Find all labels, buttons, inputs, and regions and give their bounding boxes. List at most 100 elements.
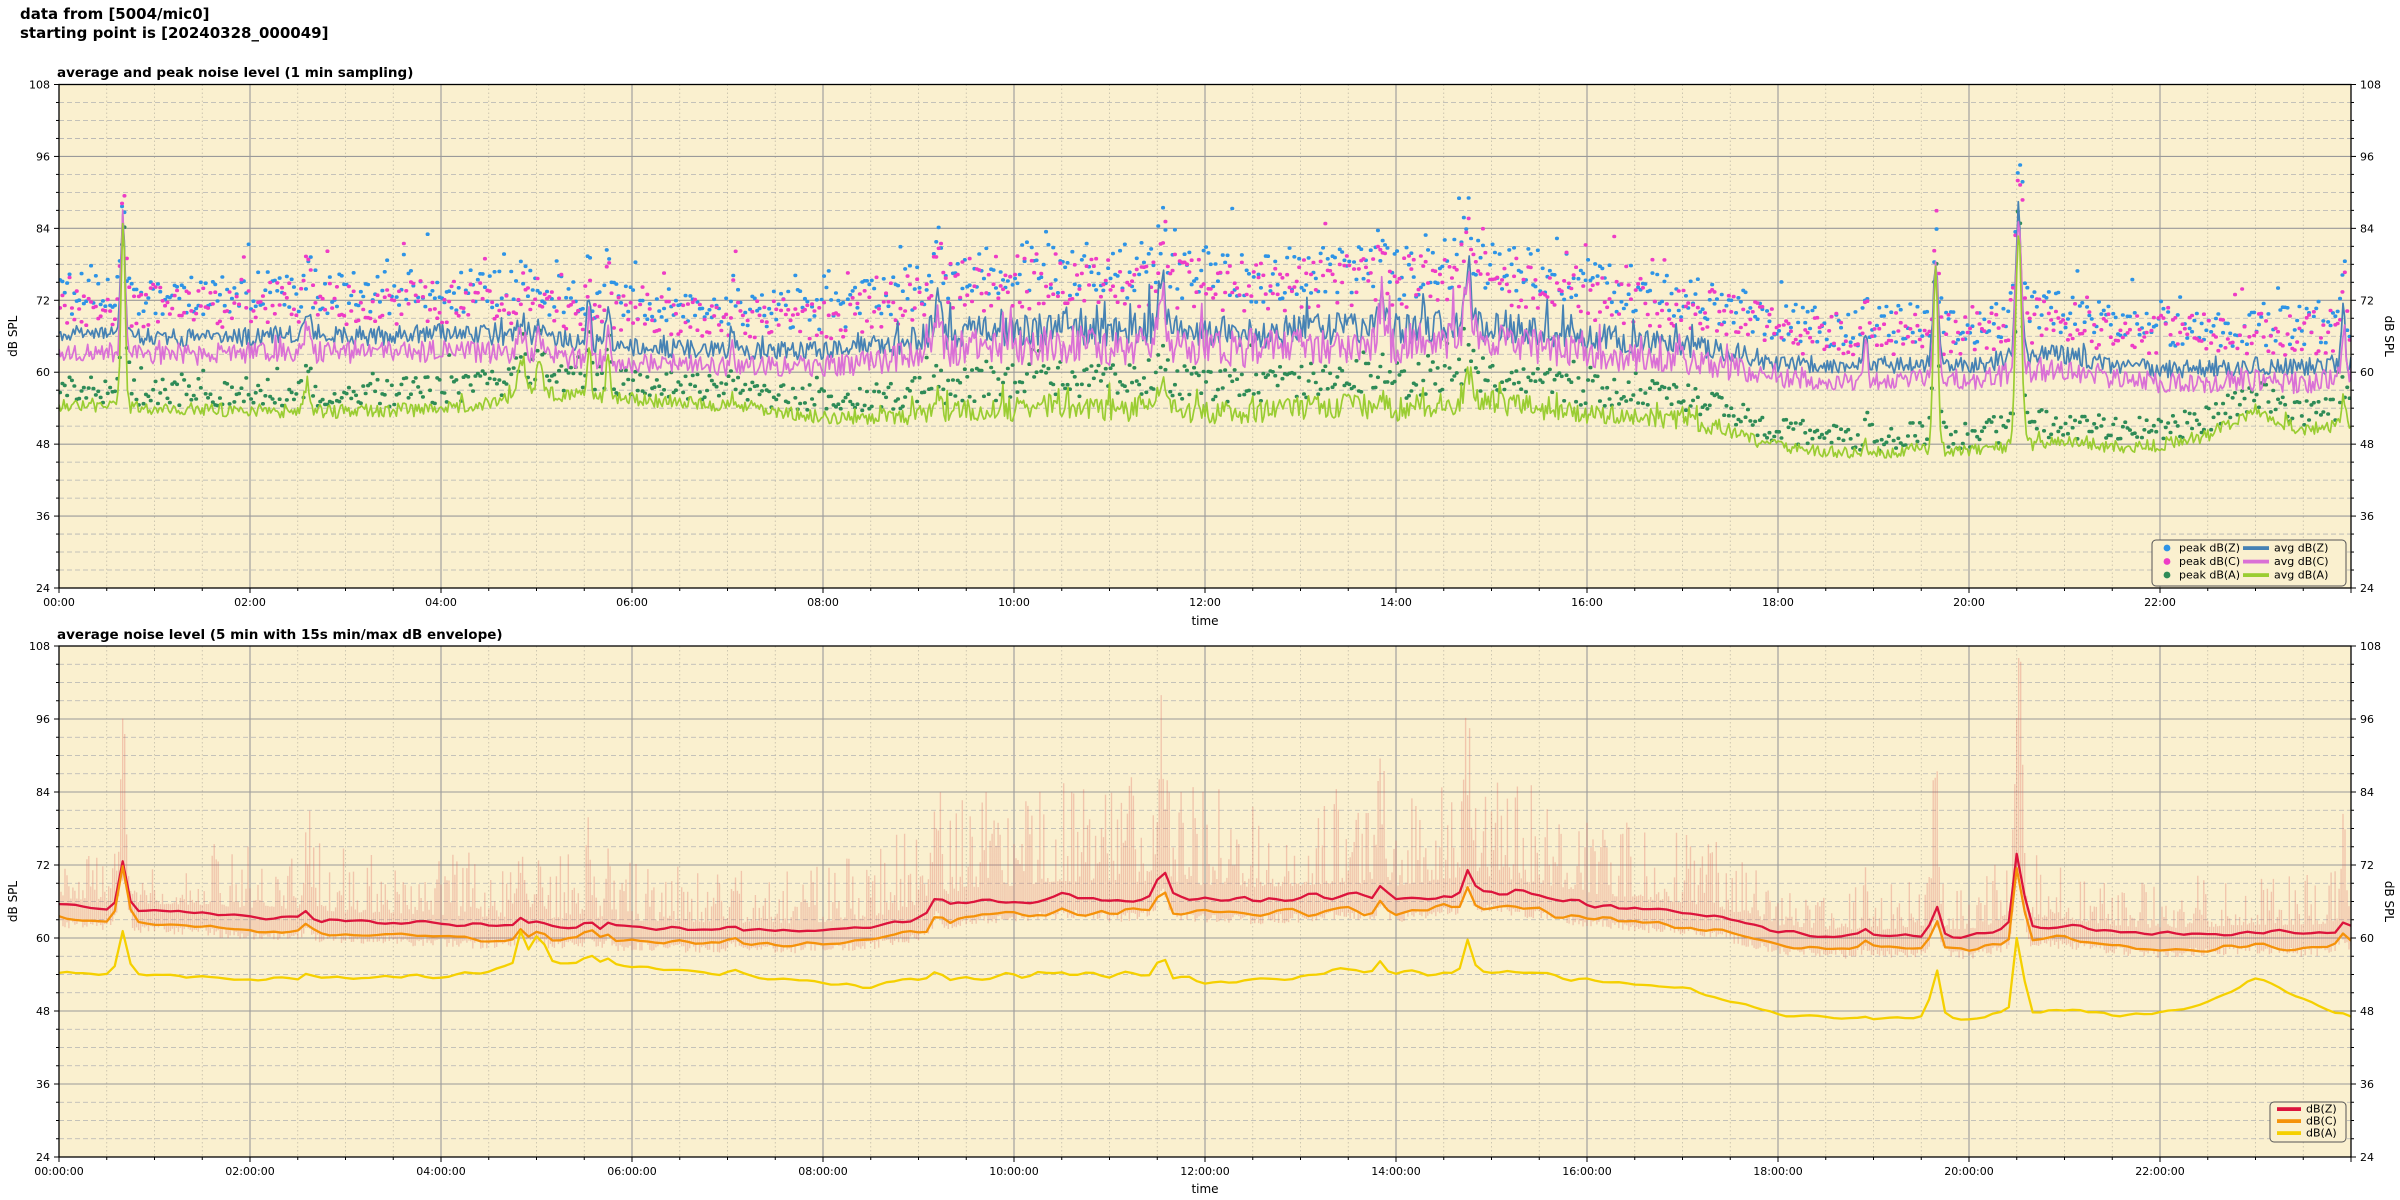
y-tick-label-right: 24 [2360,582,2374,595]
y-tick-label-right: 96 [2360,150,2374,163]
legend-swatch-db-z- [2277,1107,2301,1111]
line-db-z- [59,852,2351,939]
y-tick-label-left: 96 [36,713,50,726]
x-tick-label: 14:00:00 [1371,1165,1420,1178]
y-tick-label-left: 48 [36,438,50,451]
y-axis-label-right: dB SPL [2382,316,2396,358]
y-tick-label-left: 108 [29,79,50,92]
legend-label: peak dB(Z) [2179,542,2240,555]
x-tick-label: 18:00:00 [1753,1165,1802,1178]
y-tick-label-right: 60 [2360,932,2374,945]
y-tick-label-right: 108 [2360,79,2381,92]
x-tick-label: 06:00 [616,596,648,609]
line-db-a- [59,929,2351,1021]
x-tick-label: 20:00 [1953,596,1985,609]
y-tick-label-right: 96 [2360,713,2374,726]
y-tick-label-left: 84 [36,786,50,799]
y-tick-label-right: 84 [2360,222,2374,235]
y-tick-label-left: 60 [36,932,50,945]
y-tick-label-right: 36 [2360,1078,2374,1091]
y-tick-label-right: 84 [2360,786,2374,799]
series-layer [59,163,2351,459]
x-tick-label: 18:00 [1762,596,1794,609]
bottom-chart: 00:00:00 02:00:00 04:00:00 06:00:00 08:00:00… [6,627,2396,1196]
legend: dB(Z)dB(C)dB(A) [2269,1101,2347,1143]
y-tick-label-left: 96 [36,150,50,163]
y-tick-label-left: 24 [36,582,50,595]
y-axis-label-right: dB SPL [2382,881,2396,923]
scatter-peak-db-c- [59,178,2351,357]
legend-swatch-db-a- [2277,1131,2301,1135]
y-tick-label-left: 60 [36,366,50,379]
legend-label: avg dB(C) [2274,555,2329,568]
header-line-1: data from [5004/mic0] [20,5,210,23]
y-tick-label-right: 108 [2360,640,2381,653]
line-avg-db-c- [59,209,2351,395]
x-tick-label: 10:00:00 [989,1165,1038,1178]
y-tick-label-right: 60 [2360,366,2374,379]
legend-label: avg dB(Z) [2274,542,2328,555]
x-tick-label: 22:00:00 [2135,1165,2184,1178]
y-tick-label-left: 24 [36,1151,50,1164]
x-axis-label: time [1191,614,1218,628]
x-tick-label: 04:00:00 [416,1165,465,1178]
scatter-peak-db-z- [59,163,2351,349]
series-layer [59,658,2351,1021]
line-avg-db-a- [59,222,2351,459]
x-tick-label: 16:00:00 [1562,1165,1611,1178]
ticks [54,84,2356,593]
y-tick-label-left: 48 [36,1005,50,1018]
x-tick-label: 12:00:00 [1180,1165,1229,1178]
legend-label: avg dB(A) [2274,569,2328,582]
legend-marker-peak-db-z- [2163,544,2171,552]
y-tick-label-left: 72 [36,859,50,872]
line-avg-db-z- [59,200,2351,379]
legend-swatch-avg-db-c- [2243,559,2269,564]
legend-label: peak dB(A) [2179,569,2240,582]
top-chart-title: average and peak noise level (1 min samp… [57,65,413,81]
line-db-c- [59,865,2351,953]
legend-swatch-db-c- [2277,1119,2301,1123]
x-tick-label: 04:00 [425,596,457,609]
y-tick-label-left: 36 [36,510,50,523]
legend-label: peak dB(C) [2179,555,2240,568]
y-tick-label-right: 36 [2360,510,2374,523]
grid [59,84,2351,588]
legend-marker-peak-db-c- [2163,558,2171,565]
x-tick-label: 02:00:00 [225,1165,274,1178]
grid [59,646,2351,1157]
y-tick-label-right: 24 [2360,1151,2374,1164]
y-tick-label-left: 36 [36,1078,50,1091]
legend-label: dB(A) [2306,1127,2337,1140]
x-tick-label: 00:00:00 [34,1165,83,1178]
y-tick-label-left: 72 [36,294,50,307]
ticks [54,645,2356,1162]
legend-marker-peak-db-a- [2163,571,2171,579]
x-tick-label: 00:00 [43,596,75,609]
top-chart: 00:00 02:00 04:00 06:00 08:00 10:00 12:00 14:00… [6,65,2396,628]
header-line-2: starting point is [20240328_000049] [20,24,329,42]
y-tick-label-right: 72 [2360,294,2374,307]
y-axis-label-left: dB SPL [6,315,20,357]
y-tick-label-right: 72 [2360,859,2374,872]
x-tick-label: 20:00:00 [1944,1165,1993,1178]
x-tick-label: 08:00 [807,596,839,609]
figure-header: data from [5004/mic0] starting point is … [20,5,328,43]
legend-label: dB(Z) [2306,1103,2337,1116]
legend-swatch-avg-db-a- [2243,573,2269,577]
y-tick-label-left: 84 [36,222,50,235]
legend: peak dB(Z)peak dB(C)peak dB(A)avg dB(Z)a… [2151,539,2347,587]
x-axis-label: time [1191,1182,1218,1196]
minmax-envelope-dbz [59,658,2351,959]
y-axis-label-left: dB SPL [6,881,20,923]
bottom-chart-title: average noise level (5 min with 15s min/… [57,627,503,643]
x-tick-label: 02:00 [234,596,266,609]
x-tick-label: 22:00 [2144,596,2176,609]
x-tick-label: 14:00 [1380,596,1412,609]
x-tick-label: 06:00:00 [607,1165,656,1178]
x-tick-label: 10:00 [998,596,1030,609]
legend-label: dB(C) [2306,1115,2337,1128]
legend-swatch-avg-db-z- [2243,546,2269,550]
